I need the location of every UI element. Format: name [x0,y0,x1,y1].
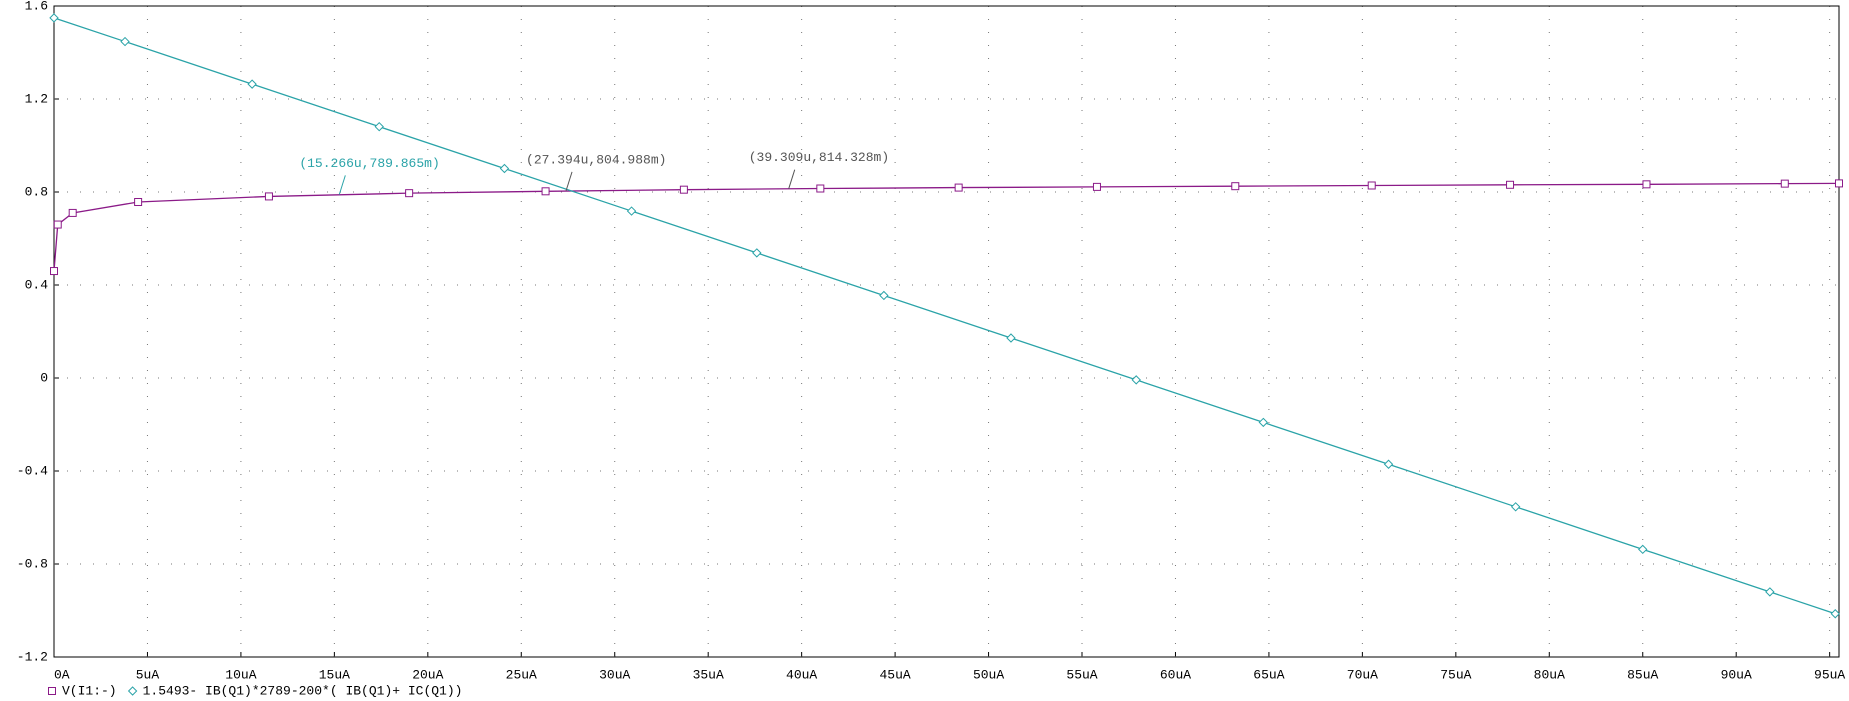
y-tick-label: 1.6 [25,0,48,13]
x-tick-label: 0A [54,667,70,682]
x-tick-label: 10uA [225,667,256,682]
marker [1231,182,1240,191]
marker [1131,375,1141,385]
annotation-leader [565,171,573,191]
y-tick-label: -0.4 [17,463,48,478]
marker [499,163,510,174]
x-tick-label: 30uA [599,667,630,682]
annotation: (27.394u,804.988m) [526,152,666,167]
marker [49,13,59,23]
marker [1367,181,1376,190]
x-tick-label: 65uA [1253,667,1284,682]
marker [264,192,273,201]
marker [1258,417,1269,428]
x-tick-label: 70uA [1347,667,1378,682]
annotation-leader [788,169,796,189]
marker [48,687,56,695]
x-tick-label: 75uA [1440,667,1471,682]
marker [1638,544,1648,555]
marker [626,206,637,216]
y-tick-label: 0 [40,370,48,385]
x-tick-label: 95uA [1814,667,1845,682]
x-tick-label: 55uA [1066,667,1097,682]
annotation: (15.266u,789.865m) [299,156,439,171]
legend-label: V(I1:-) [62,683,117,698]
x-tick-label: 85uA [1627,667,1658,682]
marker [1092,182,1101,191]
marker [50,267,58,276]
marker [752,248,762,258]
marker [816,184,825,193]
x-tick-label: 5uA [136,667,160,682]
marker [374,121,384,132]
annotation: (39.309u,814.328m) [749,150,889,165]
y-tick-label: -0.8 [17,556,48,571]
y-tick-label: 0.8 [25,184,48,199]
x-tick-label: 80uA [1534,667,1565,682]
x-tick-label: 25uA [506,667,537,682]
marker [1383,459,1394,469]
marker [1510,502,1521,512]
x-tick-label: 15uA [319,667,350,682]
marker [53,220,62,229]
x-tick-label: 90uA [1721,667,1752,682]
y-tick-label: 1.2 [25,91,48,106]
marker [1835,179,1843,188]
x-tick-label: 40uA [786,667,817,682]
plot-frame [53,5,1840,658]
x-tick-label: 35uA [693,667,724,682]
marker [120,36,130,47]
series-line [53,182,1840,272]
marker [1765,587,1775,597]
marker [1780,179,1789,188]
marker [1506,180,1515,189]
x-tick-label: 60uA [1160,667,1191,682]
marker [127,686,138,696]
marker [679,185,688,194]
x-tick-label: 50uA [973,667,1004,682]
marker [134,197,143,206]
marker [1830,609,1840,619]
marker [405,189,414,198]
y-tick-label: 0.4 [25,277,49,292]
y-tick-label: -1.2 [17,649,48,664]
marker [954,183,963,192]
annotation-leader [338,175,346,195]
legend-label: 1.5493- IB(Q1)*2789-200*( IB(Q1)+ IC(Q1)… [143,683,463,698]
marker [879,290,889,301]
x-tick-label: 45uA [879,667,910,682]
series-line [53,17,1836,615]
marker [68,208,77,217]
marker [541,187,550,196]
marker [247,79,257,89]
marker [1006,333,1016,343]
marker [1642,180,1651,189]
x-tick-label: 20uA [412,667,443,682]
